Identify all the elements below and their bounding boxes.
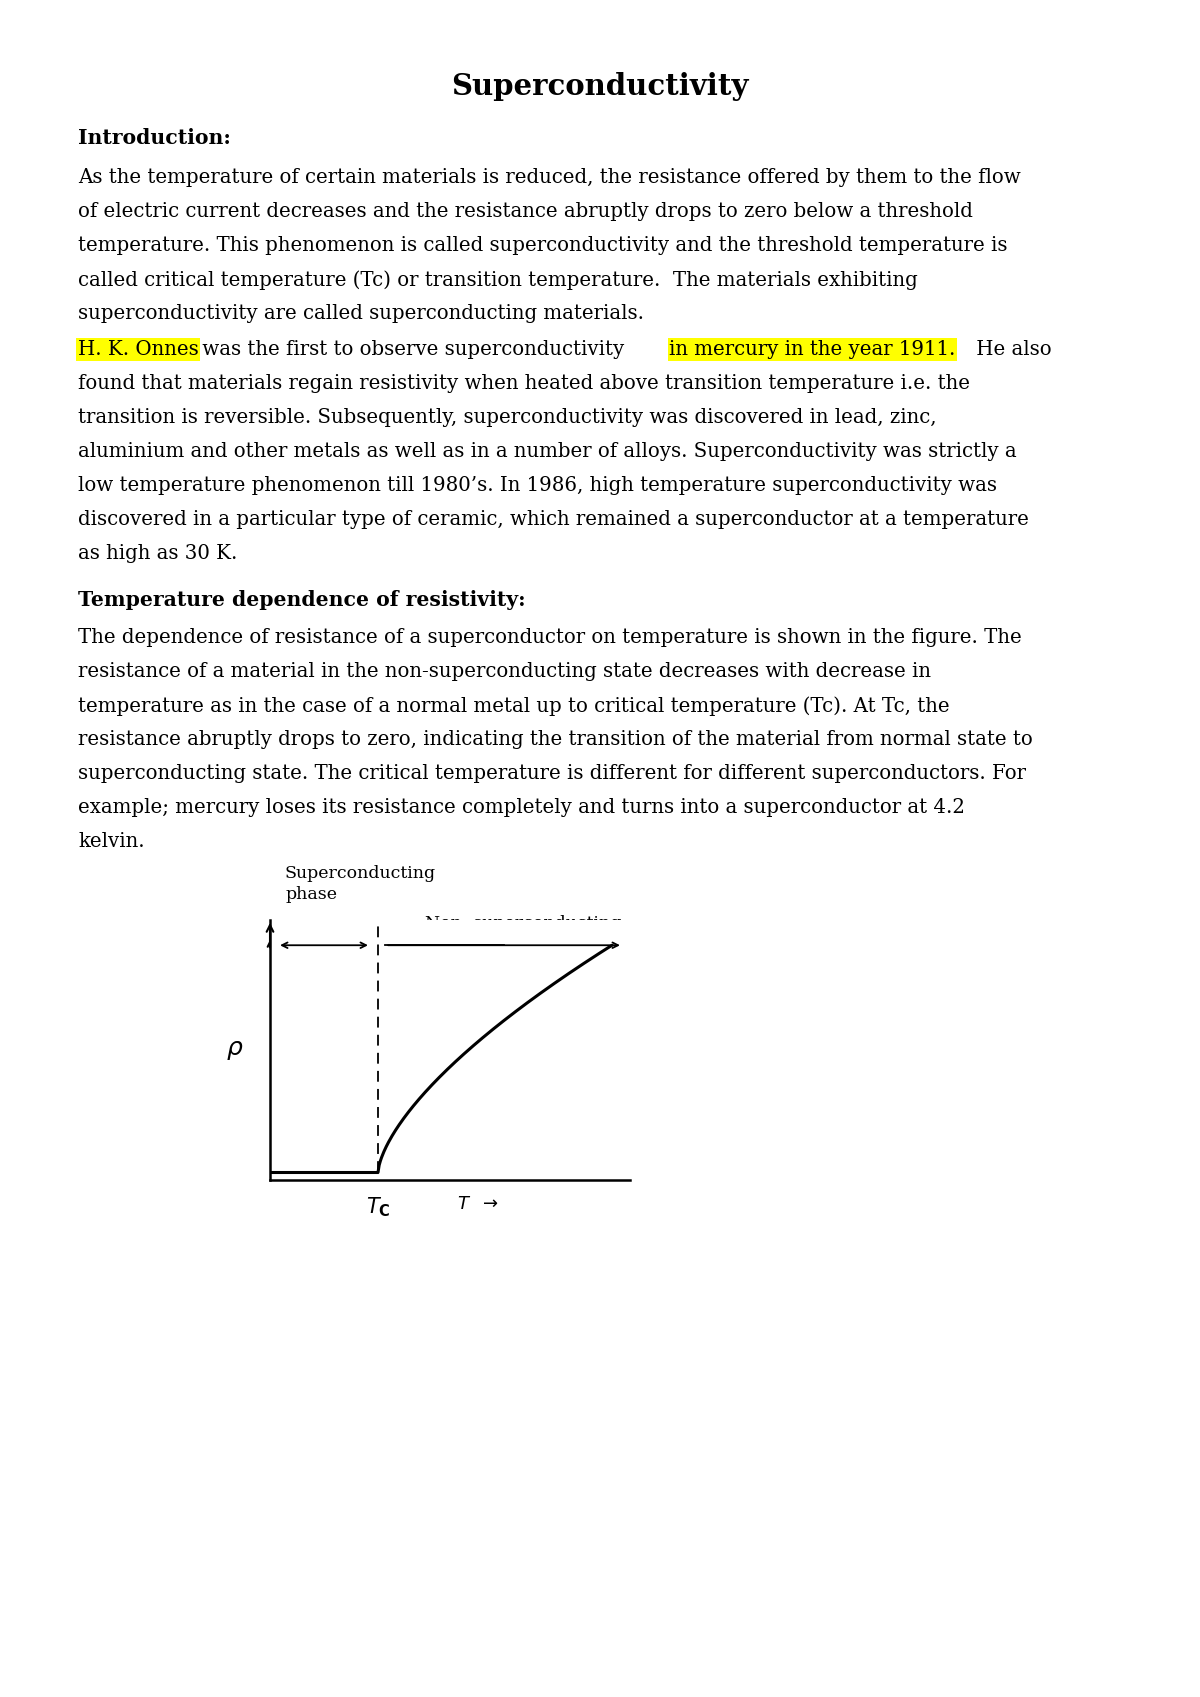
Text: was the first to observe superconductivity: was the first to observe superconductivi… <box>197 339 631 360</box>
Text: $T_\mathbf{C}$: $T_\mathbf{C}$ <box>366 1195 390 1218</box>
Text: low temperature phenomenon till 1980’s. In 1986, high temperature superconductiv: low temperature phenomenon till 1980’s. … <box>78 475 997 496</box>
Text: Introduction:: Introduction: <box>78 127 230 148</box>
Text: resistance abruptly drops to zero, indicating the transition of the material fro: resistance abruptly drops to zero, indic… <box>78 730 1033 748</box>
Text: called critical temperature (Tc) or transition temperature.  The materials exhib: called critical temperature (Tc) or tran… <box>78 270 918 290</box>
Text: Superconductivity: Superconductivity <box>451 71 749 102</box>
Text: temperature as in the case of a normal metal up to critical temperature (Tc). At: temperature as in the case of a normal m… <box>78 696 949 716</box>
Text: transition is reversible. Subsequently, superconductivity was discovered in lead: transition is reversible. Subsequently, … <box>78 407 937 428</box>
Text: as high as 30 K.: as high as 30 K. <box>78 545 238 563</box>
Text: $T$  $\rightarrow$: $T$ $\rightarrow$ <box>457 1195 499 1213</box>
Text: found that materials regain resistivity when heated above transition temperature: found that materials regain resistivity … <box>78 373 970 394</box>
Text: As the temperature of certain materials is reduced, the resistance offered by th: As the temperature of certain materials … <box>78 168 1021 187</box>
Text: He also: He also <box>970 339 1051 360</box>
Text: discovered in a particular type of ceramic, which remained a superconductor at a: discovered in a particular type of ceram… <box>78 511 1028 529</box>
Text: Superconducting
phase: Superconducting phase <box>286 865 436 903</box>
Text: in mercury in the year 1911.: in mercury in the year 1911. <box>670 339 955 360</box>
Text: resistance of a material in the non-superconducting state decreases with decreas: resistance of a material in the non-supe… <box>78 662 931 680</box>
Text: superconducting state. The critical temperature is different for different super: superconducting state. The critical temp… <box>78 764 1026 782</box>
Text: Temperature dependence of resistivity:: Temperature dependence of resistivity: <box>78 591 526 609</box>
Text: H. K. Onnes: H. K. Onnes <box>78 339 199 360</box>
Text: The dependence of resistance of a superconductor on temperature is shown in the : The dependence of resistance of a superc… <box>78 628 1021 647</box>
Text: Non- superconducting
phase: Non- superconducting phase <box>425 915 622 954</box>
Text: of electric current decreases and the resistance abruptly drops to zero below a : of electric current decreases and the re… <box>78 202 973 221</box>
Text: kelvin.: kelvin. <box>78 832 145 850</box>
Text: aluminium and other metals as well as in a number of alloys. Superconductivity w: aluminium and other metals as well as in… <box>78 441 1016 462</box>
Text: superconductivity are called superconducting materials.: superconductivity are called superconduc… <box>78 304 644 322</box>
Text: example; mercury loses its resistance completely and turns into a superconductor: example; mercury loses its resistance co… <box>78 798 965 816</box>
Text: $\rho$: $\rho$ <box>226 1039 244 1062</box>
Text: temperature. This phenomenon is called superconductivity and the threshold tempe: temperature. This phenomenon is called s… <box>78 236 1008 255</box>
